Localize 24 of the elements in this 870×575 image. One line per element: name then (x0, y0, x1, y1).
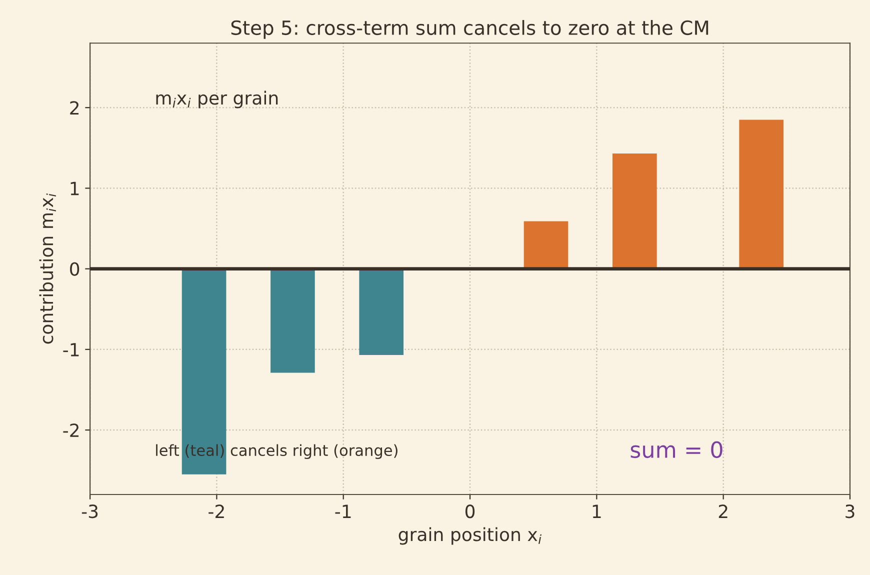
bar (359, 268, 404, 356)
annotation: m$_{i}$x$_{i}$ per grain (156, 90, 278, 108)
x-tick-label: -1 (335, 504, 351, 518)
y-axis-title: contribution m$_{i}$x$_{i}$ (39, 193, 56, 344)
x-tick-label: -3 (82, 504, 98, 518)
annotation: sum = 0 (630, 441, 722, 458)
annotation: left (teal) cancels right (orange) (156, 444, 398, 460)
bar (182, 268, 226, 474)
chart-title: Step 5: cross-term sum cancels to zero at the CM (231, 20, 708, 39)
x-axis-title: grain position x$_{i}$ (398, 527, 542, 545)
y-tick-label: -2 (63, 423, 79, 437)
bar (739, 120, 784, 269)
bar (270, 268, 315, 373)
y-tick-label: 1 (70, 182, 79, 196)
y-tick-label: 0 (70, 262, 80, 276)
x-tick-label: 1 (592, 504, 601, 518)
bar (524, 221, 568, 269)
y-tick-label: 2 (70, 101, 79, 114)
x-tick-label: 3 (846, 504, 854, 518)
x-tick-label: -2 (208, 504, 224, 518)
x-tick-label: 0 (465, 504, 475, 518)
bar (612, 154, 657, 269)
y-tick-label: -1 (63, 343, 79, 356)
x-tick-label: 2 (718, 504, 728, 518)
